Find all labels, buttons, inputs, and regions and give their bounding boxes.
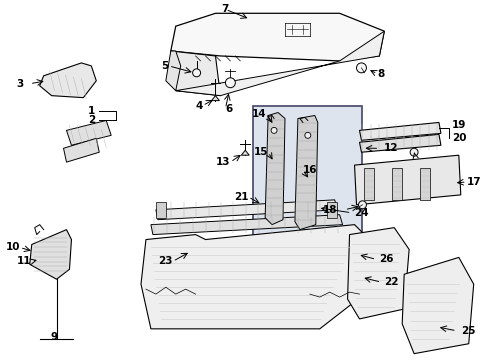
Text: 17: 17 — [466, 177, 480, 187]
Text: 19: 19 — [451, 121, 465, 130]
Polygon shape — [63, 138, 99, 162]
Text: 4: 4 — [195, 100, 202, 111]
Polygon shape — [364, 168, 374, 200]
Circle shape — [225, 78, 235, 88]
Polygon shape — [151, 215, 342, 235]
Polygon shape — [359, 134, 440, 152]
Text: 23: 23 — [158, 256, 172, 266]
Text: 14: 14 — [251, 108, 265, 118]
Text: 18: 18 — [323, 205, 337, 215]
Polygon shape — [211, 96, 219, 100]
Circle shape — [358, 201, 366, 209]
Text: 20: 20 — [451, 133, 466, 143]
Bar — [326, 202, 336, 218]
Polygon shape — [354, 155, 460, 205]
Text: 13: 13 — [215, 157, 230, 167]
Polygon shape — [241, 150, 249, 155]
Text: 22: 22 — [384, 277, 398, 287]
Text: 16: 16 — [302, 165, 317, 175]
Bar — [156, 202, 165, 218]
Polygon shape — [391, 168, 401, 200]
Text: 10: 10 — [5, 243, 20, 252]
Text: 11: 11 — [17, 256, 32, 266]
Polygon shape — [294, 116, 317, 230]
Polygon shape — [175, 31, 384, 96]
Text: 15: 15 — [253, 147, 267, 157]
Text: 2: 2 — [87, 116, 95, 126]
Text: 8: 8 — [377, 69, 384, 79]
Polygon shape — [264, 113, 285, 225]
Circle shape — [304, 132, 310, 138]
Polygon shape — [170, 13, 384, 61]
Polygon shape — [359, 122, 440, 140]
Circle shape — [356, 63, 366, 73]
Polygon shape — [30, 230, 71, 279]
Text: 5: 5 — [161, 61, 168, 71]
Text: 1: 1 — [87, 105, 95, 116]
Circle shape — [192, 69, 200, 77]
Polygon shape — [170, 51, 220, 96]
Polygon shape — [156, 200, 337, 220]
Polygon shape — [280, 228, 341, 247]
Text: 9: 9 — [50, 332, 57, 342]
Polygon shape — [401, 257, 473, 354]
Text: 24: 24 — [354, 208, 368, 218]
Polygon shape — [141, 225, 368, 329]
Text: 21: 21 — [233, 192, 248, 202]
Text: 12: 12 — [383, 143, 397, 153]
Text: 7: 7 — [221, 4, 228, 14]
Polygon shape — [66, 121, 111, 145]
Circle shape — [409, 148, 417, 156]
Bar — [253, 105, 362, 235]
Text: 6: 6 — [225, 104, 232, 113]
Text: 25: 25 — [460, 326, 474, 336]
Polygon shape — [347, 228, 408, 319]
Polygon shape — [40, 63, 96, 98]
Polygon shape — [165, 51, 181, 91]
Text: 3: 3 — [17, 79, 24, 89]
Text: 26: 26 — [379, 255, 393, 264]
Circle shape — [270, 127, 277, 133]
Polygon shape — [419, 168, 429, 200]
